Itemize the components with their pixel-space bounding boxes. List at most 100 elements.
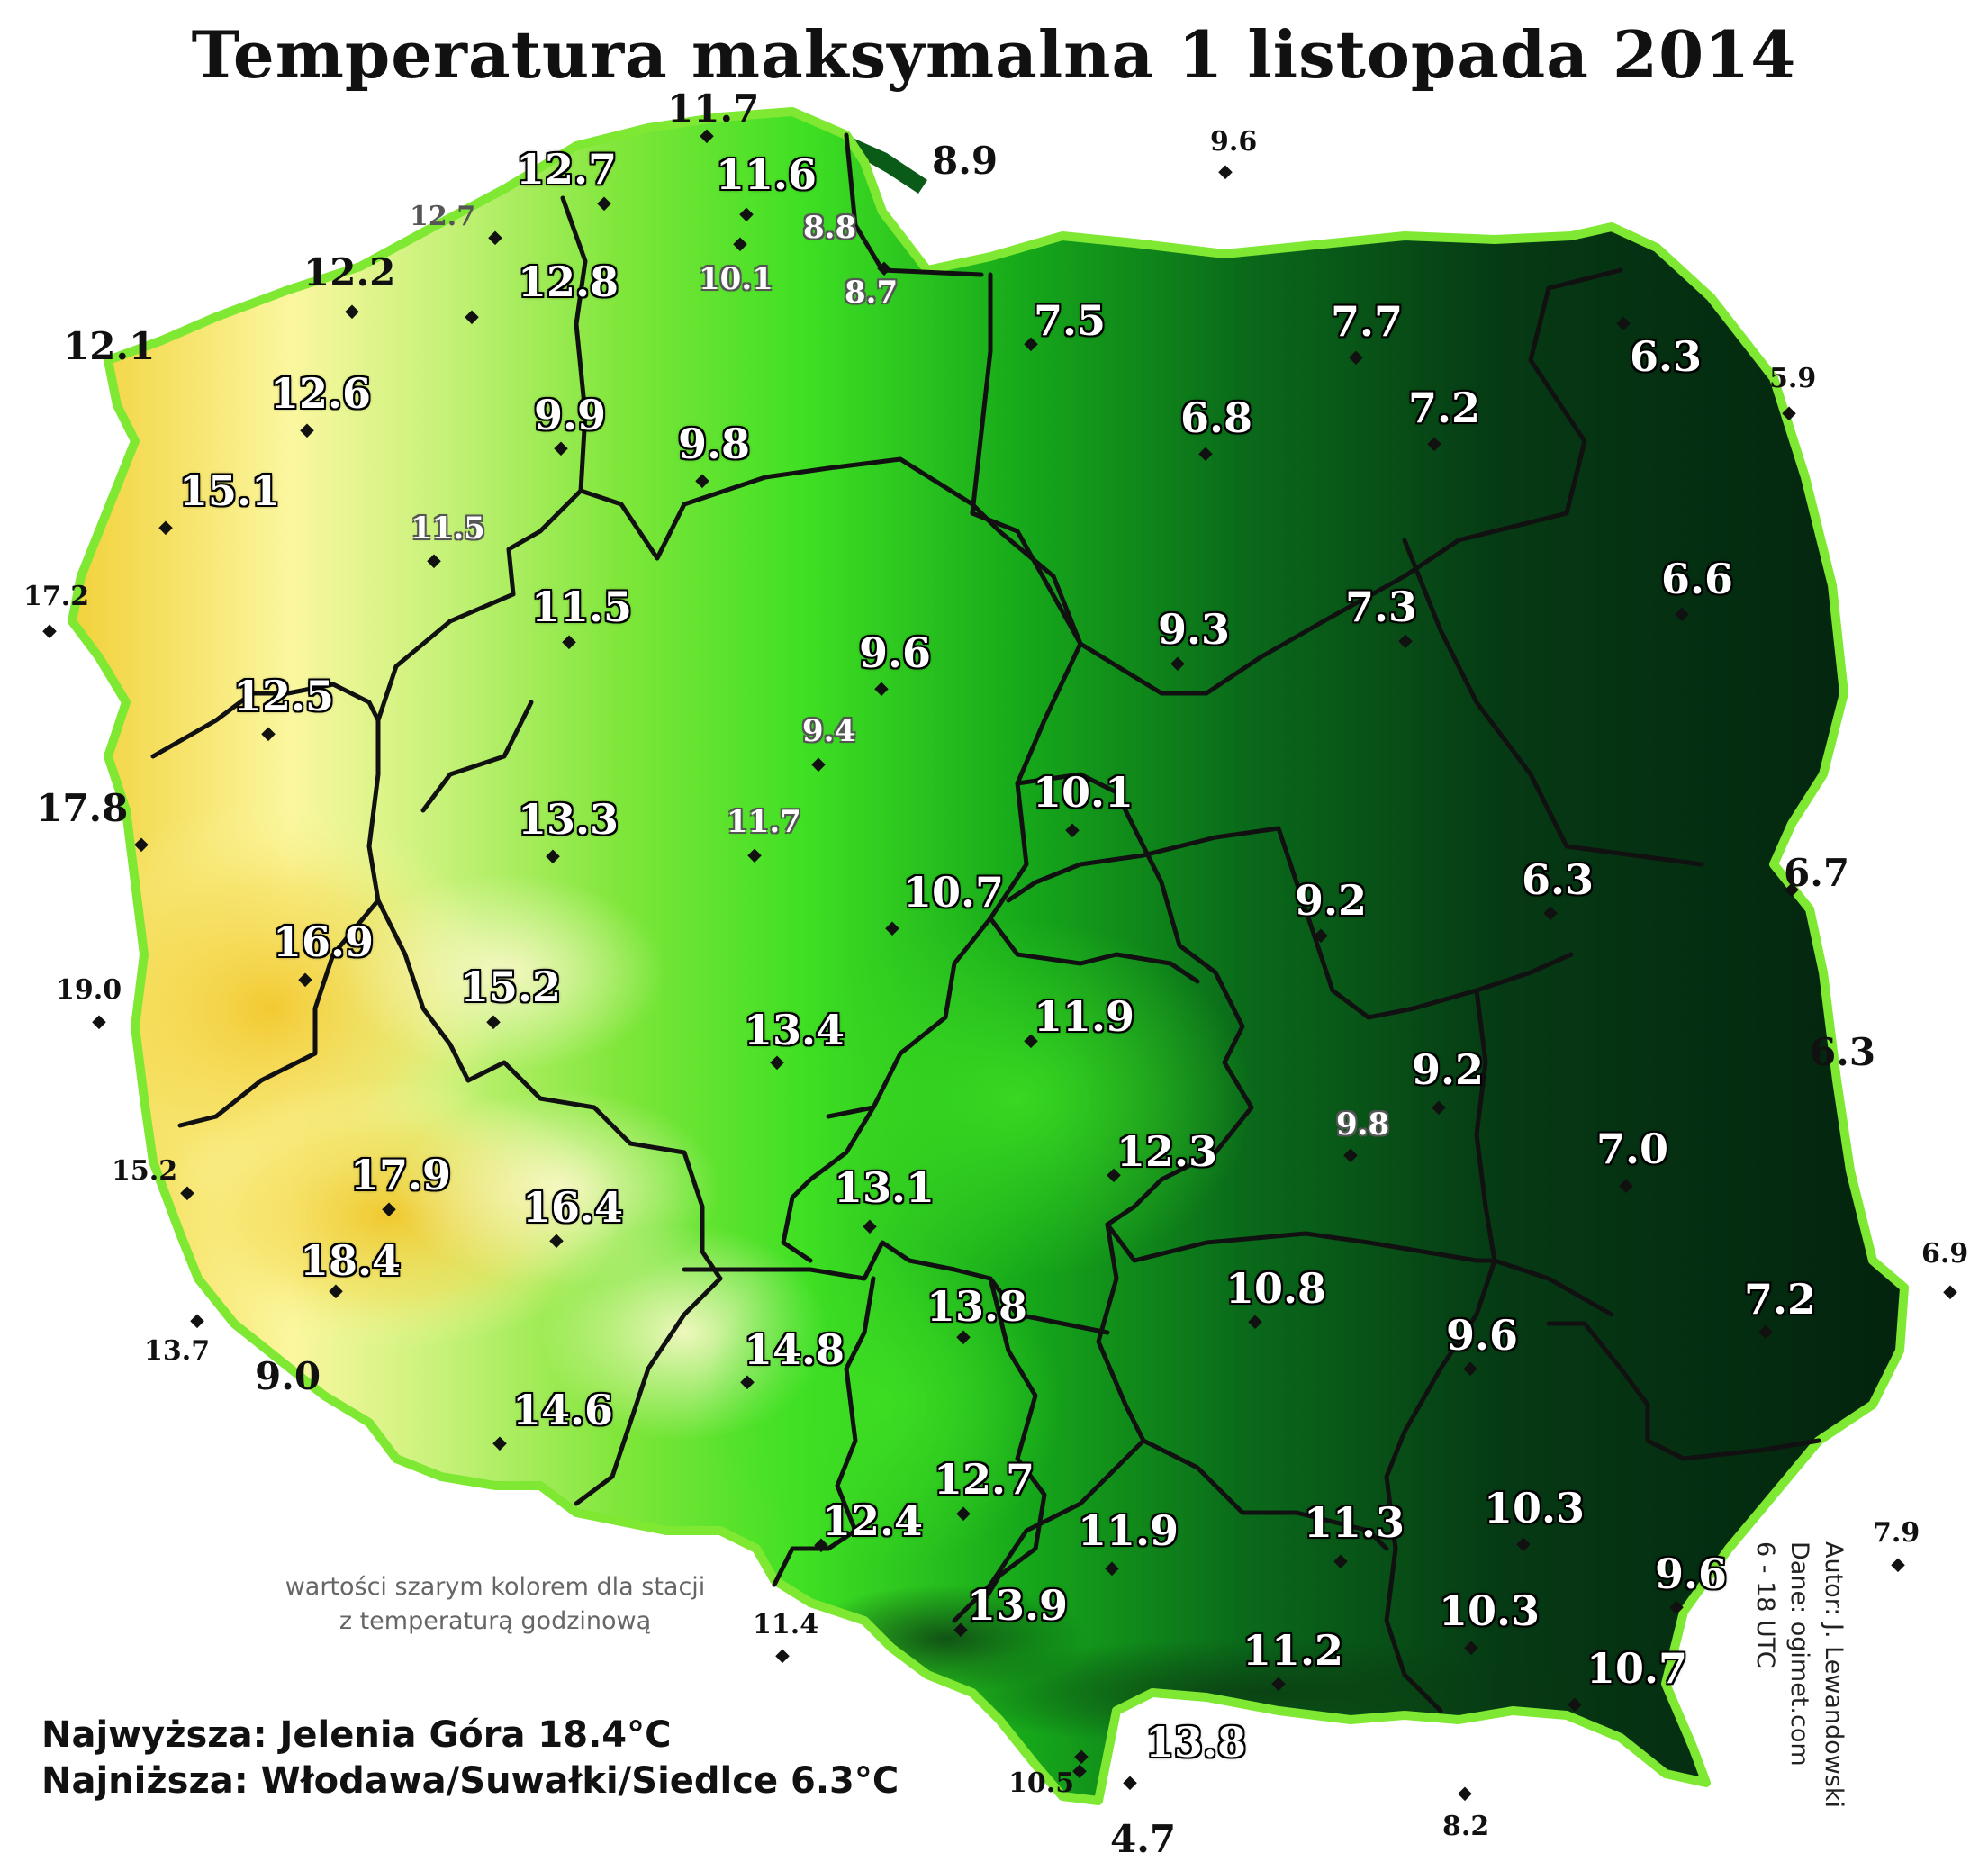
credits: Autor: J. Lewandowski Dane: ogimet.com 6… <box>1730 1541 1857 1848</box>
voivodeship-borders <box>150 132 1821 1713</box>
station-marker <box>345 304 359 320</box>
station-label: 8.8 <box>803 210 857 246</box>
station-label: 12.7 <box>410 201 476 232</box>
station-marker <box>1516 1537 1531 1552</box>
station-label: 12.6 <box>270 369 372 418</box>
station-label: 16.4 <box>522 1183 624 1232</box>
station-label: 17.2 <box>23 581 90 612</box>
station-label: 17.8 <box>36 786 129 830</box>
station-marker <box>770 1055 784 1071</box>
station-marker <box>92 1015 106 1030</box>
station-label: 11.7 <box>667 86 760 131</box>
station-marker <box>1072 1764 1087 1779</box>
station-marker <box>1758 1324 1773 1340</box>
station-label: 6.3 <box>1522 855 1595 904</box>
station-label: 6.3 <box>1630 332 1703 381</box>
station-marker <box>863 1219 877 1234</box>
station-marker <box>486 1015 501 1030</box>
gray-values-note: wartości szarym kolorem dla stacji z tem… <box>261 1570 729 1639</box>
station-marker <box>488 230 502 246</box>
station-marker <box>885 921 899 936</box>
station-label: 9.9 <box>534 391 607 439</box>
note-line: wartości szarym kolorem dla stacji <box>285 1573 706 1601</box>
station-marker <box>1782 406 1796 421</box>
station-label: 11.7 <box>727 804 801 840</box>
station-label: 17.9 <box>350 1151 452 1199</box>
station-label: 14.8 <box>744 1325 845 1374</box>
station-label: 13.1 <box>834 1163 935 1212</box>
station-label: 9.4 <box>802 713 856 749</box>
station-marker <box>1024 1034 1038 1049</box>
station-label: 16.9 <box>273 917 375 966</box>
station-marker <box>1349 350 1363 366</box>
station-marker <box>1458 1786 1472 1802</box>
station-label: 8.7 <box>845 275 899 311</box>
station-marker <box>1343 1148 1358 1163</box>
station-marker <box>1669 1600 1684 1615</box>
station-label: 12.7 <box>516 145 618 194</box>
min-temperature: Najniższa: Włodawa/Suwałki/Siedlce 6.3°C <box>41 1760 899 1803</box>
data-source: Dane: ogimet.com <box>1785 1541 1813 1767</box>
station-label: 15.2 <box>460 963 562 1011</box>
station-marker <box>1432 1100 1446 1116</box>
station-label: 7.2 <box>1408 384 1481 432</box>
station-label: 10.3 <box>1484 1484 1586 1532</box>
station-label: 9.6 <box>859 628 932 677</box>
station-label: 10.5 <box>1008 1767 1075 1799</box>
station-label: 10.8 <box>1225 1264 1327 1313</box>
station-label: 11.9 <box>1078 1506 1179 1555</box>
max-temperature: Najwyższa: Jelenia Góra 18.4°C <box>41 1714 672 1756</box>
station-label: 7.3 <box>1345 583 1418 631</box>
station-label: 18.4 <box>300 1236 402 1285</box>
station-label: 5.9 <box>1769 363 1817 394</box>
station-marker <box>1218 165 1233 180</box>
station-marker <box>740 1375 755 1390</box>
station-marker <box>1785 882 1799 898</box>
station-marker <box>1065 823 1080 838</box>
station-marker <box>1616 316 1631 331</box>
country-border <box>68 107 1909 1805</box>
station-marker <box>733 237 747 252</box>
station-marker <box>700 129 714 144</box>
station-marker <box>775 1649 790 1664</box>
time-range: 6 - 18 UTC <box>1751 1541 1779 1668</box>
station-marker <box>1198 447 1213 462</box>
station-marker <box>1107 1168 1121 1183</box>
station-marker <box>747 848 762 863</box>
station-label: 11.2 <box>1242 1626 1344 1675</box>
station-label: 15.1 <box>179 466 281 515</box>
country-fill <box>72 112 1904 1801</box>
station-label: 9.6 <box>1655 1550 1728 1598</box>
station-marker <box>695 474 709 489</box>
station-marker <box>953 1622 968 1638</box>
station-label: 9.2 <box>1412 1045 1485 1094</box>
station-label: 13.9 <box>967 1581 1069 1630</box>
station-marker <box>1568 1697 1582 1713</box>
station-marker <box>1170 656 1185 672</box>
station-marker <box>1314 928 1328 944</box>
station-marker <box>1891 1558 1905 1573</box>
station-marker <box>42 624 57 639</box>
station-marker <box>1024 337 1038 352</box>
map-title: Temperatura maksymalna 1 listopada 2014 <box>191 16 1797 93</box>
station-label: 12.5 <box>233 672 335 720</box>
station-label: 7.7 <box>1331 297 1404 346</box>
station-marker <box>597 196 611 212</box>
author-credit: Autor: J. Lewandowski <box>1820 1541 1848 1808</box>
station-label: 14.6 <box>512 1386 614 1434</box>
station-marker <box>956 1330 971 1345</box>
station-label: 12.7 <box>934 1455 1035 1504</box>
station-marker <box>549 1234 564 1249</box>
station-label: 6.3 <box>1810 1030 1876 1074</box>
station-label: 10.3 <box>1439 1586 1541 1635</box>
station-label: 8.9 <box>932 139 999 183</box>
station-label: 13.3 <box>518 795 619 844</box>
station-label: 8.2 <box>1442 1811 1490 1842</box>
station-marker <box>1074 1749 1089 1765</box>
station-label: 9.2 <box>1295 876 1368 925</box>
station-label: 13.8 <box>926 1282 1028 1331</box>
station-label: 11.5 <box>531 583 633 631</box>
station-marker <box>1105 1561 1119 1577</box>
station-marker <box>1427 437 1441 452</box>
station-label: 6.8 <box>1180 393 1253 442</box>
